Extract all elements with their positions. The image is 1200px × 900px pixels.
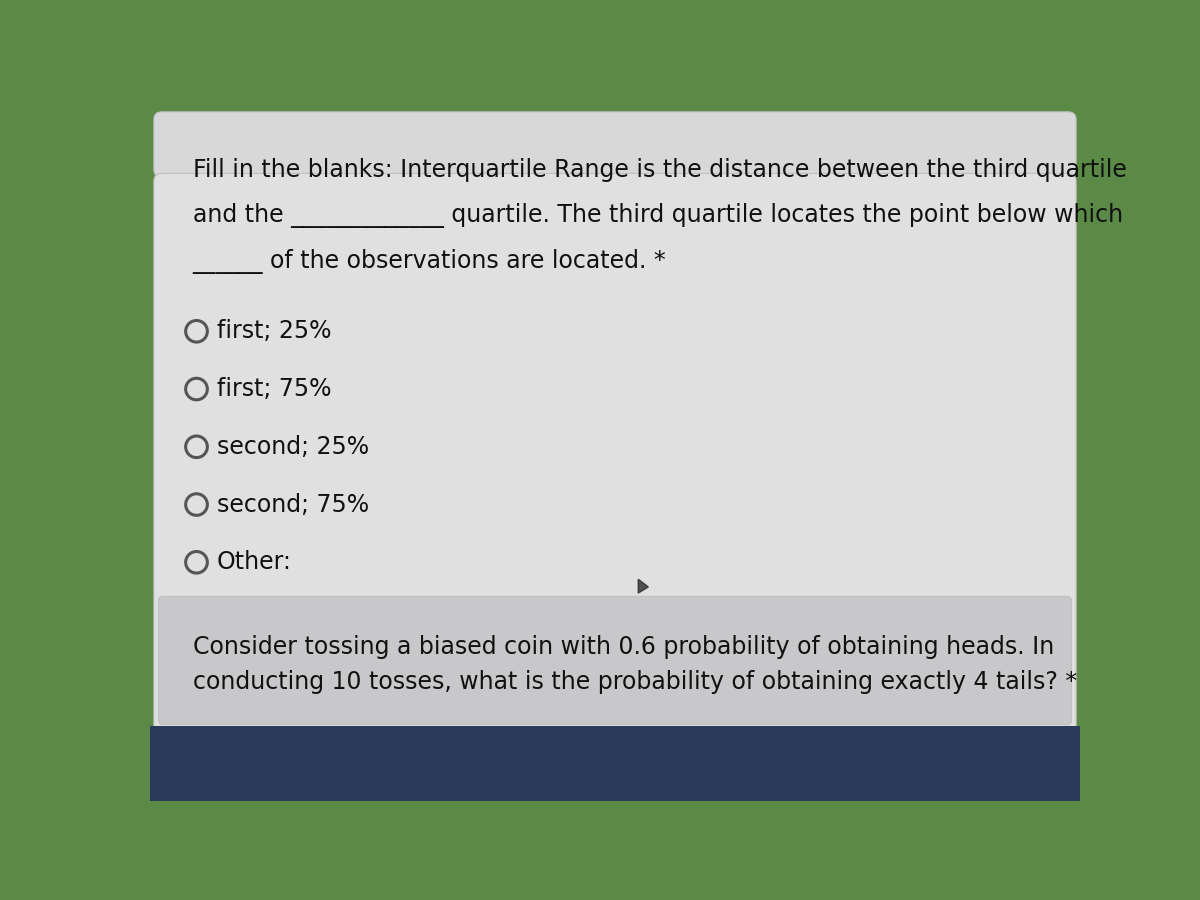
Text: conducting 10 tosses, what is the probability of obtaining exactly 4 tails? *: conducting 10 tosses, what is the probab… [193,670,1076,694]
FancyBboxPatch shape [150,725,1080,801]
Text: second; 25%: second; 25% [217,435,368,459]
Text: first; 25%: first; 25% [217,320,331,343]
FancyBboxPatch shape [158,596,1072,725]
Text: ______ of the observations are located. *: ______ of the observations are located. … [193,249,666,274]
Text: Fill in the blanks: Interquartile Range is the distance between the third quarti: Fill in the blanks: Interquartile Range … [193,158,1127,182]
Text: and the _____________ quartile. The third quartile locates the point below which: and the _____________ quartile. The thir… [193,203,1123,229]
Text: Other:: Other: [217,550,292,574]
FancyBboxPatch shape [154,174,1076,735]
Text: Consider tossing a biased coin with 0.6 probability of obtaining heads. In: Consider tossing a biased coin with 0.6 … [193,635,1054,659]
FancyBboxPatch shape [154,112,1076,177]
Polygon shape [638,580,648,593]
Text: second; 75%: second; 75% [217,492,368,517]
Text: first; 75%: first; 75% [217,377,331,401]
